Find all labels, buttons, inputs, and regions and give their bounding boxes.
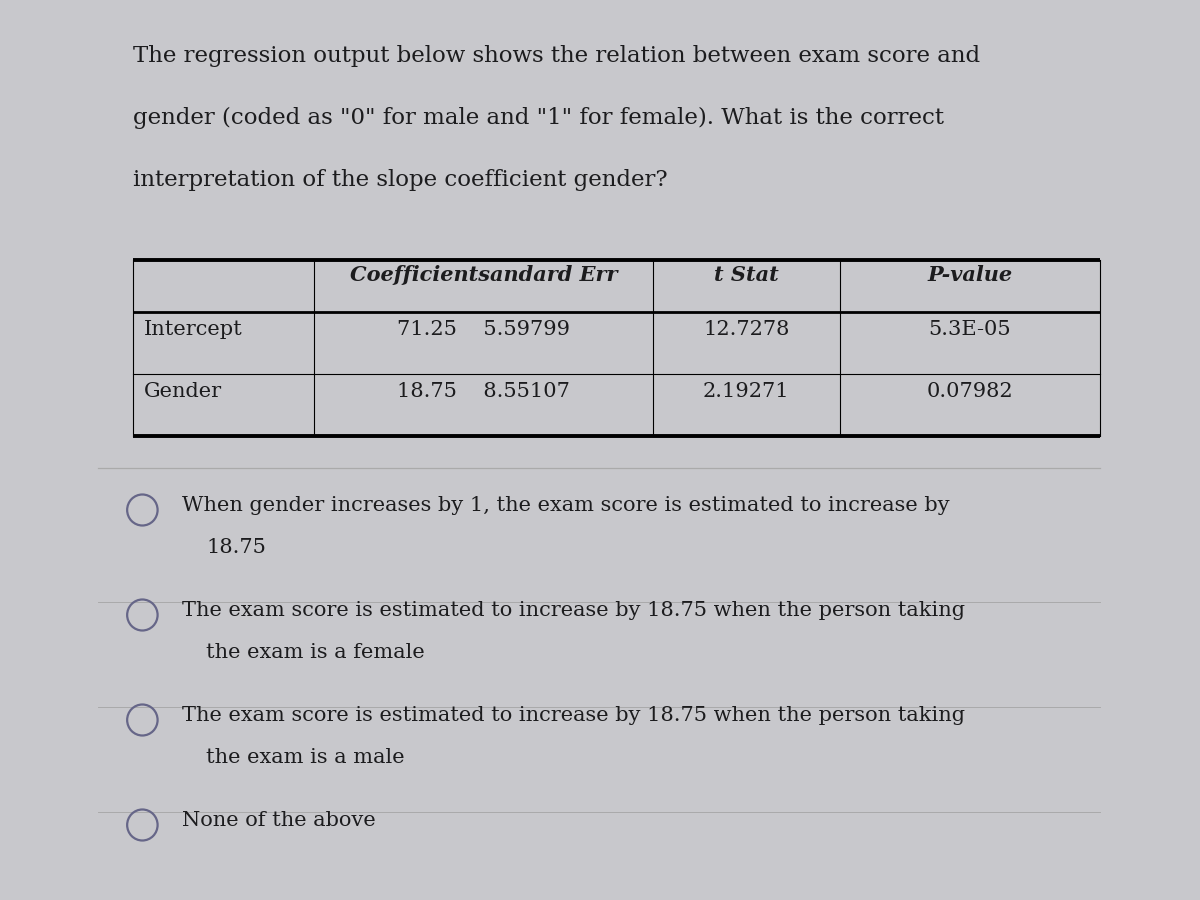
Text: The exam score is estimated to increase by 18.75 when the person taking: The exam score is estimated to increase …: [181, 601, 965, 620]
Text: Intercept: Intercept: [144, 320, 244, 339]
Text: 0.07982: 0.07982: [926, 382, 1013, 401]
Text: the exam is a male: the exam is a male: [206, 748, 404, 767]
Text: 2.19271: 2.19271: [703, 382, 790, 401]
Text: t Stat: t Stat: [714, 265, 779, 285]
Text: gender (coded as "0" for male and "1" for female). What is the correct: gender (coded as "0" for male and "1" fo…: [132, 107, 943, 129]
Text: When gender increases by 1, the exam score is estimated to increase by: When gender increases by 1, the exam sco…: [181, 496, 949, 515]
Text: 5.3E-05: 5.3E-05: [929, 320, 1010, 339]
Text: Gender: Gender: [144, 382, 222, 401]
Text: The exam score is estimated to increase by 18.75 when the person taking: The exam score is estimated to increase …: [181, 706, 965, 725]
Text: The regression output below shows the relation between exam score and: The regression output below shows the re…: [132, 45, 979, 67]
Text: None of the above: None of the above: [181, 811, 376, 830]
Text: the exam is a female: the exam is a female: [206, 643, 425, 662]
Text: 71.25    5.59799: 71.25 5.59799: [397, 320, 570, 339]
Text: 18.75    8.55107: 18.75 8.55107: [397, 382, 570, 401]
Text: interpretation of the slope coefficient gender?: interpretation of the slope coefficient …: [132, 169, 667, 191]
Text: Coefficientsandard Err: Coefficientsandard Err: [350, 265, 617, 285]
Text: P-value: P-value: [928, 265, 1012, 285]
Text: 18.75: 18.75: [206, 538, 266, 557]
Text: 12.7278: 12.7278: [703, 320, 790, 339]
